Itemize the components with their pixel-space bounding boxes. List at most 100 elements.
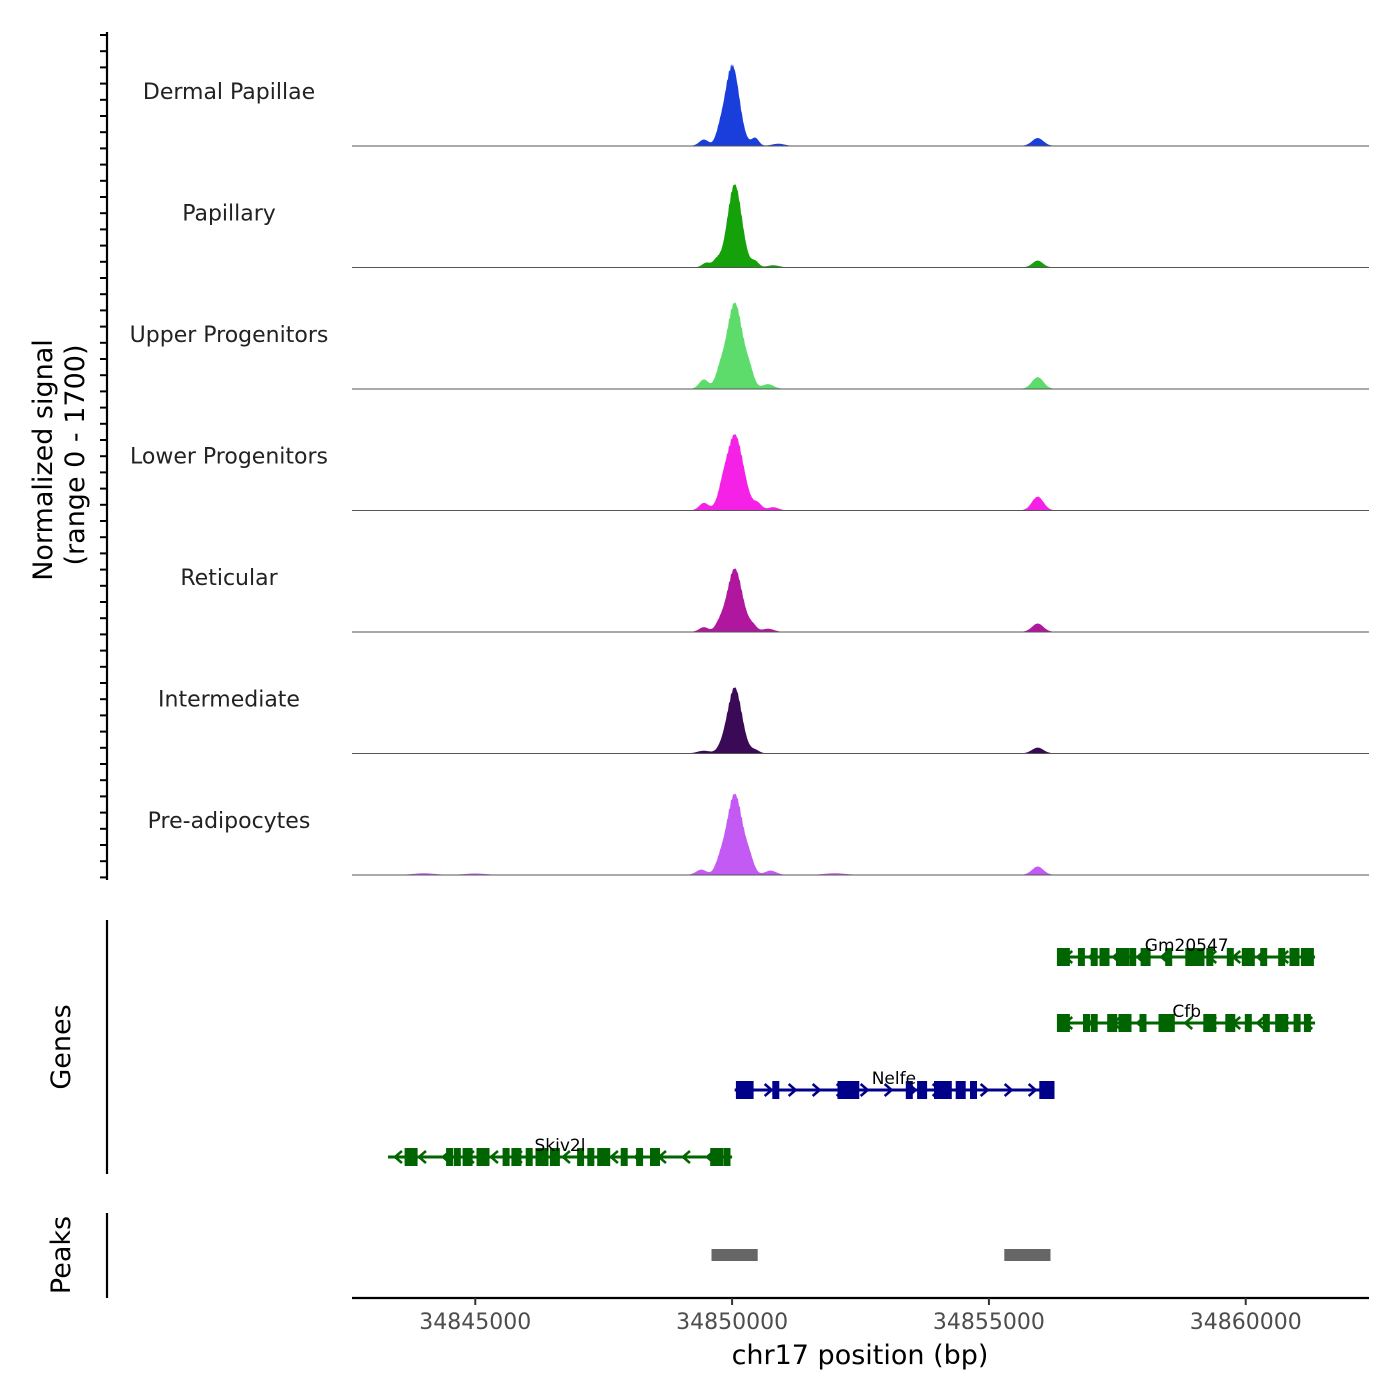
exon <box>525 1148 533 1166</box>
gene-name: Gm20547 <box>1145 936 1229 956</box>
x-tick-label: 34855000 <box>933 1310 1045 1335</box>
exon <box>535 1148 549 1166</box>
exon <box>1077 948 1085 966</box>
exon <box>1140 948 1151 966</box>
exon <box>1107 1014 1118 1032</box>
exon <box>1260 948 1268 966</box>
gene-nelfe: Nelfe <box>734 1069 1055 1099</box>
strand-arrow <box>1003 1083 1014 1097</box>
exon <box>620 1148 628 1166</box>
exon <box>1041 1081 1055 1099</box>
gene-name: Nelfe <box>872 1069 916 1089</box>
gene-annotations: Gm20547 Cfb Nelfe Skiv2l <box>387 936 1316 1166</box>
exon <box>846 1081 860 1099</box>
strand-arrow <box>811 1083 822 1097</box>
exon <box>1241 948 1255 966</box>
gene-cfb: Cfb <box>1056 1002 1316 1032</box>
strand-arrow <box>1183 1016 1194 1030</box>
exon <box>1289 948 1300 966</box>
exon <box>511 1148 522 1166</box>
track-reticular: Reticular <box>180 566 1369 633</box>
exon <box>1275 1014 1289 1032</box>
signal-area <box>352 434 1369 511</box>
track-dermal-papillae: Dermal Papillae <box>143 63 1369 147</box>
exon <box>905 1081 913 1099</box>
exon <box>1303 1014 1311 1032</box>
track-papillary: Papillary <box>182 183 1369 268</box>
x-axis-title: chr17 position (bp) <box>732 1340 989 1371</box>
exon <box>549 1148 560 1166</box>
y-axis-title: Normalized signal <box>28 339 59 581</box>
strand-arrow <box>1255 1016 1266 1030</box>
signal-area <box>352 63 1369 146</box>
exon <box>650 1148 660 1166</box>
exon <box>453 1148 461 1166</box>
exon <box>587 1148 595 1166</box>
exon <box>837 1081 848 1099</box>
track-pre-adipocytes: Pre-adipocytes <box>148 793 1369 876</box>
track-label: Upper Progenitors <box>130 323 329 348</box>
exon <box>735 1081 749 1099</box>
strand-arrow <box>489 1150 499 1164</box>
track-label: Dermal Papillae <box>143 80 315 105</box>
peak-regions <box>711 1249 1051 1261</box>
exon <box>1244 1014 1252 1032</box>
genes-track-label: Genes <box>46 1004 77 1089</box>
exon <box>1116 948 1129 966</box>
exon <box>955 1081 966 1099</box>
exon <box>1056 1014 1070 1032</box>
peak-region <box>711 1249 758 1261</box>
peaks-track-label: Peaks <box>46 1216 77 1294</box>
exon <box>577 1148 585 1166</box>
strand-arrow <box>859 1083 870 1097</box>
signal-area <box>352 302 1369 389</box>
peak-region <box>1004 1249 1051 1261</box>
exon <box>1278 948 1286 966</box>
track-upper-progenitors: Upper Progenitors <box>130 302 1369 390</box>
track-label: Pre-adipocytes <box>148 809 311 834</box>
track-lower-progenitors: Lower Progenitors <box>130 434 1369 511</box>
strand-arrow <box>787 1083 798 1097</box>
exon <box>404 1148 418 1166</box>
exon <box>772 1081 780 1099</box>
strand-arrow <box>883 1083 894 1097</box>
exon <box>1090 948 1098 966</box>
exon <box>1293 1014 1301 1032</box>
exon <box>710 1148 724 1166</box>
exon <box>597 1148 611 1166</box>
x-axis-ticks: 34845000 34850000 34855000 34860000 <box>419 1298 1302 1335</box>
x-tick-label: 34860000 <box>1190 1310 1302 1335</box>
exon <box>1262 1014 1270 1032</box>
y-axis-subtitle: (range 0 - 1700) <box>60 345 91 566</box>
exon <box>1203 1014 1217 1032</box>
coverage-y-ticks <box>100 34 107 879</box>
strand-arrow <box>763 1083 774 1097</box>
strand-arrow <box>393 1150 403 1164</box>
signal-area <box>352 568 1369 632</box>
exon <box>723 1148 731 1166</box>
exon <box>1165 948 1173 966</box>
strand-arrow <box>979 1083 990 1097</box>
exon <box>1194 948 1205 966</box>
exon <box>1118 1014 1132 1032</box>
exon <box>1129 948 1137 966</box>
exon <box>476 1148 490 1166</box>
strand-arrow <box>681 1150 691 1164</box>
gene-name: Skiv2l <box>535 1136 586 1156</box>
exon <box>1099 948 1110 966</box>
exon <box>938 1081 952 1099</box>
exon <box>1158 1014 1169 1032</box>
track-label: Papillary <box>182 202 276 227</box>
track-label: Lower Progenitors <box>130 445 328 470</box>
exon <box>636 1148 644 1166</box>
exon <box>1090 1014 1098 1032</box>
exon <box>1300 948 1314 966</box>
gene-skiv2l: Skiv2l <box>387 1136 733 1166</box>
exon <box>746 1081 754 1099</box>
exon <box>1226 948 1234 966</box>
x-tick-label: 34845000 <box>419 1310 531 1335</box>
track-intermediate: Intermediate <box>158 687 1369 754</box>
signal-area <box>352 687 1369 754</box>
strand-arrow <box>1027 1083 1038 1097</box>
